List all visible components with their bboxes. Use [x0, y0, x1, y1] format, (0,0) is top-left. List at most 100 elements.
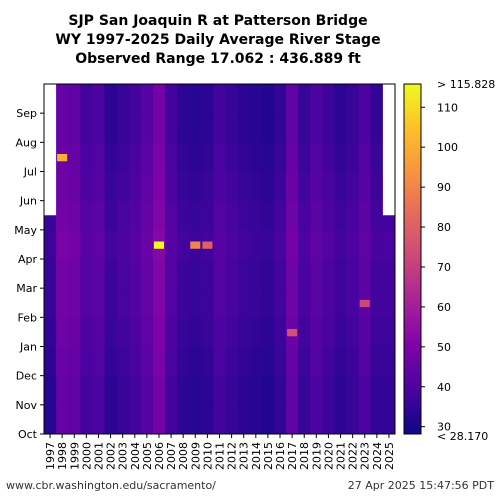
heatmap-cell-2013-jan	[237, 317, 251, 347]
heatmap-cell-2016-sep	[273, 84, 287, 114]
heatmap-cell-2014-may	[249, 200, 263, 231]
heatmap-cell-2016-mar	[273, 259, 287, 289]
heatmap-cell-2003-may	[116, 200, 130, 231]
heatmap-cell-1998-aug	[56, 113, 69, 143]
heatmap-cell-1999-may	[68, 200, 81, 231]
heatmap-cell-1998-apr	[56, 229, 69, 260]
heatmap-cell-1998-sep	[56, 84, 69, 114]
y-tick-label: Mar	[16, 282, 37, 295]
y-tick-label: Feb	[18, 311, 37, 324]
colorbar-min-label: < 28.170	[437, 430, 488, 443]
high-stage-mark-2017-jan	[287, 329, 298, 337]
heatmap-cell-2011-may	[213, 200, 226, 231]
heatmap-cell-2024-dec	[370, 346, 384, 377]
x-tick-label: 2018	[298, 442, 311, 470]
heatmap-cell-2003-mar	[116, 259, 130, 289]
heatmap-cell-2020-aug	[322, 113, 335, 143]
heatmap-cell-2023-jun	[358, 171, 372, 202]
heatmap-cell-2021-jul	[334, 142, 347, 172]
colorbar-tick-label: 90	[437, 181, 451, 194]
heatmap-cell-2024-aug	[370, 113, 384, 143]
missing-data-1997	[44, 84, 57, 216]
heatmap-cell-2020-dec	[322, 346, 335, 377]
heatmap-cell-2015-mar	[261, 259, 275, 289]
x-tick-label: 2008	[177, 442, 190, 470]
heatmap-cell-2002-jan	[104, 317, 118, 347]
heatmap-cell-2001-oct	[92, 404, 105, 435]
heatmap-cell-2012-dec	[225, 346, 239, 377]
heatmap-cell-2008-dec	[177, 346, 190, 377]
heatmap-cell-2006-sep	[152, 84, 166, 114]
heatmap-cell-2025-dec	[382, 346, 396, 377]
plot-area	[43, 83, 396, 435]
heatmap-cell-2000-nov	[80, 375, 93, 406]
heatmap-cell-2002-apr	[104, 229, 118, 260]
y-tick-label: May	[14, 224, 37, 237]
heatmap-cell-2021-aug	[334, 113, 347, 143]
heatmap-cell-2024-feb	[370, 288, 384, 318]
y-tick-label: Jan	[19, 341, 37, 354]
heatmap-cell-2023-oct	[358, 404, 372, 435]
heatmap-cell-2021-oct	[334, 404, 347, 435]
heatmap-cell-2018-jul	[298, 142, 311, 172]
heatmap-cell-2006-oct	[152, 404, 166, 435]
x-tick-label: 2021	[335, 442, 348, 470]
heatmap-cell-2018-jun	[298, 171, 311, 202]
x-tick-label: 2011	[214, 442, 227, 470]
heatmap-cell-2000-dec	[80, 346, 93, 377]
heatmap-cell-2005-mar	[140, 259, 154, 289]
y-tick-label: Aug	[16, 136, 37, 149]
heatmap-cell-2005-sep	[140, 84, 154, 114]
heatmap-cell-2004-oct	[128, 404, 142, 435]
heatmap-cell-2015-dec	[261, 346, 275, 377]
heatmap-cell-2018-dec	[298, 346, 311, 377]
heatmap-cell-2000-mar	[80, 259, 93, 289]
heatmap-cell-2017-nov	[286, 375, 299, 406]
heatmap-cell-2010-may	[201, 200, 214, 231]
heatmap-cell-2024-jan	[370, 317, 384, 347]
heatmap-cell-2007-may	[165, 200, 178, 231]
heatmap-cell-2000-oct	[80, 404, 93, 435]
heatmap-cell-2000-jun	[80, 171, 93, 202]
heatmap-cell-2008-oct	[177, 404, 190, 435]
heatmap-cell-2015-feb	[261, 288, 275, 318]
heatmap-cell-2007-feb	[165, 288, 178, 318]
heatmap-cell-2018-mar	[298, 259, 311, 289]
heatmap-cell-2022-may	[346, 200, 360, 231]
heatmap-cell-2025-feb	[382, 288, 396, 318]
heatmap-cell-1997-dec	[44, 346, 57, 377]
heatmap-cell-2008-sep	[177, 84, 190, 114]
heatmap-cell-2023-jan	[358, 317, 372, 347]
heatmap-cell-2000-feb	[80, 288, 93, 318]
heatmap-cell-2008-jul	[177, 142, 190, 172]
y-tick-label: Dec	[16, 370, 37, 383]
heatmap-cell-2020-sep	[322, 84, 335, 114]
colorbar-tick-label: 50	[437, 341, 451, 354]
heatmap-cell-2010-jul	[201, 142, 214, 172]
heatmap-cell-2016-may	[273, 200, 287, 231]
heatmap-cell-2007-jan	[165, 317, 178, 347]
heatmap-cell-2011-nov	[213, 375, 226, 406]
heatmap-cell-2005-feb	[140, 288, 154, 318]
heatmap-cell-2013-jul	[237, 142, 251, 172]
heatmap-cell-2005-nov	[140, 375, 154, 406]
heatmap-cell-2008-aug	[177, 113, 190, 143]
heatmap-cell-2009-aug	[189, 113, 202, 143]
heatmap-cell-2006-nov	[152, 375, 166, 406]
heatmap-cell-2008-mar	[177, 259, 190, 289]
heatmap-cell-1999-jan	[68, 317, 81, 347]
heatmap-cell-2003-apr	[116, 229, 130, 260]
heatmap-cell-2013-oct	[237, 404, 251, 435]
x-tick-label: 2017	[286, 442, 299, 470]
heatmap-cell-2001-dec	[92, 346, 105, 377]
heatmap-cell-2019-apr	[310, 229, 323, 260]
heatmap-cell-2012-nov	[225, 375, 239, 406]
heatmap-cell-2011-mar	[213, 259, 226, 289]
heatmap-cell-2013-sep	[237, 84, 251, 114]
heatmap-cell-2019-aug	[310, 113, 323, 143]
heatmap-cell-1999-dec	[68, 346, 81, 377]
heatmap-cell-2016-nov	[273, 375, 287, 406]
heatmap-cell-1997-apr	[44, 229, 57, 260]
heatmap-cell-1999-jun	[68, 171, 81, 202]
heatmap-cell-2020-jan	[322, 317, 335, 347]
